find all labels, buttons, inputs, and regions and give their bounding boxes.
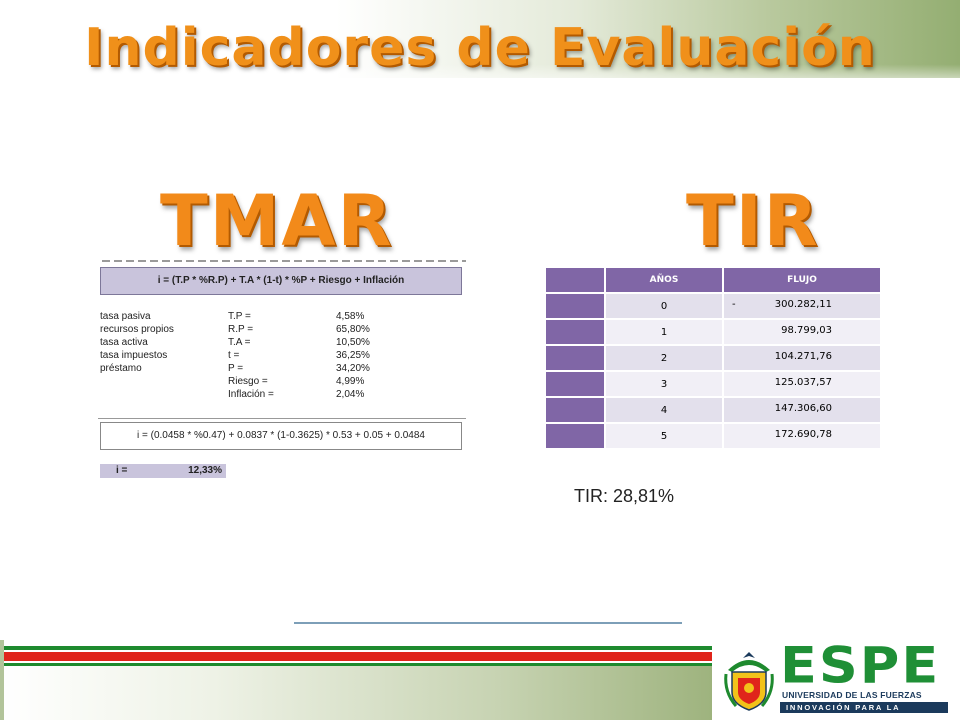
variable-row: tasa impuestos t = 36,25% xyxy=(100,349,380,362)
table-row: 0 - 300.282,11 xyxy=(546,294,880,318)
table-row: 3 125.037,57 xyxy=(546,372,880,396)
table-row: 2 104.271,76 xyxy=(546,346,880,370)
variable-symbol: Inflación = xyxy=(228,389,274,400)
tir-cashflow-table: AÑOS FLUJO 0 - 300.282,11 1 98.799,03 2 1… xyxy=(544,266,882,450)
variable-value: 2,04% xyxy=(336,389,365,400)
tir-result: TIR: 28,81% xyxy=(574,486,675,506)
divider xyxy=(98,418,466,419)
variable-value: 4,99% xyxy=(336,376,365,387)
year-cell: 3 xyxy=(606,372,722,396)
table-header-stub xyxy=(546,268,604,292)
year-cell: 2 xyxy=(606,346,722,370)
footer-stripe-green xyxy=(0,663,712,666)
variable-symbol: t = xyxy=(228,350,240,361)
flow-value: 172.690,78 xyxy=(774,429,832,440)
variable-value: 36,25% xyxy=(336,350,370,361)
tmar-formula: i = (T.P * %R.P) + T.A * (1-t) * %P + Ri… xyxy=(100,267,462,295)
tmar-formula-panel: i = (T.P * %R.P) + T.A * (1-t) * %P + Ri… xyxy=(98,258,470,480)
row-stub xyxy=(546,294,604,318)
flow-cell: - 300.282,11 xyxy=(724,294,880,318)
variable-row: tasa pasiva T.P = 4,58% xyxy=(100,310,380,323)
university-crest-icon xyxy=(724,652,774,711)
variable-value: 4,58% xyxy=(336,311,365,322)
variable-value: 65,80% xyxy=(336,324,370,335)
variable-row: Riesgo = 4,99% xyxy=(100,375,380,388)
column-header-years: AÑOS xyxy=(606,268,722,292)
table-row: 1 98.799,03 xyxy=(546,320,880,344)
year-cell: 0 xyxy=(606,294,722,318)
dashed-rule xyxy=(102,260,466,262)
tmar-heading: TMAR xyxy=(160,180,394,262)
variable-row: préstamo P = 34,20% xyxy=(100,362,380,375)
flow-cell: 125.037,57 xyxy=(724,372,880,396)
tmar-calculation: i = (0.0458 * %0.47) + 0.0837 * (1-0.362… xyxy=(100,422,462,450)
page-title: Indicadores de Evaluación xyxy=(84,18,876,78)
variable-value: 34,20% xyxy=(336,363,370,374)
variable-symbol: P = xyxy=(228,363,244,374)
variable-value: 10,50% xyxy=(336,337,370,348)
tir-heading: TIR xyxy=(686,180,820,262)
flow-value: 104.271,76 xyxy=(774,351,832,362)
flow-cell: 98.799,03 xyxy=(724,320,880,344)
year-cell: 4 xyxy=(606,398,722,422)
flow-cell: 104.271,76 xyxy=(724,346,880,370)
flow-sign: - xyxy=(732,299,736,310)
footer-stripe-green xyxy=(0,646,712,650)
flow-cell: 172.690,78 xyxy=(724,424,880,448)
variable-desc: tasa pasiva xyxy=(100,311,151,322)
variable-row: tasa activa T.A = 10,50% xyxy=(100,336,380,349)
header-fade xyxy=(0,0,960,92)
row-stub xyxy=(546,372,604,396)
tmar-result: i = 12,33% xyxy=(100,464,226,478)
flow-cell: 147.306,60 xyxy=(724,398,880,422)
table-row: 4 147.306,60 xyxy=(546,398,880,422)
espe-logo-tagline: INNOVACIÓN PARA LA EXCELENCIA xyxy=(786,703,901,721)
espe-logo-tagline-bar xyxy=(780,702,948,713)
footer-left-edge xyxy=(0,640,4,720)
variable-symbol: T.A = xyxy=(228,337,251,348)
flow-value: 300.282,11 xyxy=(774,299,832,310)
year-cell: 1 xyxy=(606,320,722,344)
variable-desc: recursos propios xyxy=(100,324,174,335)
variable-desc: tasa impuestos xyxy=(100,350,168,361)
flow-value: 147.306,60 xyxy=(774,403,832,414)
flow-value: 125.037,57 xyxy=(774,377,832,388)
espe-logo-word: ESPE xyxy=(780,636,941,695)
footer-stripe-red xyxy=(0,652,712,661)
variable-row: Inflación = 2,04% xyxy=(100,388,380,401)
flow-value: 98.799,03 xyxy=(781,325,832,336)
variable-desc: tasa activa xyxy=(100,337,148,348)
column-header-flow: FLUJO xyxy=(724,268,880,292)
year-cell: 5 xyxy=(606,424,722,448)
row-stub xyxy=(546,424,604,448)
table-row: 5 172.690,78 xyxy=(546,424,880,448)
separator-line xyxy=(294,622,682,624)
footer-band xyxy=(0,664,712,720)
variable-symbol: T.P = xyxy=(228,311,251,322)
row-stub xyxy=(546,398,604,422)
table-header-row: AÑOS FLUJO xyxy=(546,268,880,292)
variable-row: recursos propios R.P = 65,80% xyxy=(100,323,380,336)
row-stub xyxy=(546,320,604,344)
variable-desc: préstamo xyxy=(100,363,142,374)
variable-symbol: Riesgo = xyxy=(228,376,268,387)
tmar-result-value: 12,33% xyxy=(188,465,222,476)
tmar-result-label: i = xyxy=(116,465,128,476)
variable-symbol: R.P = xyxy=(228,324,254,335)
row-stub xyxy=(546,346,604,370)
